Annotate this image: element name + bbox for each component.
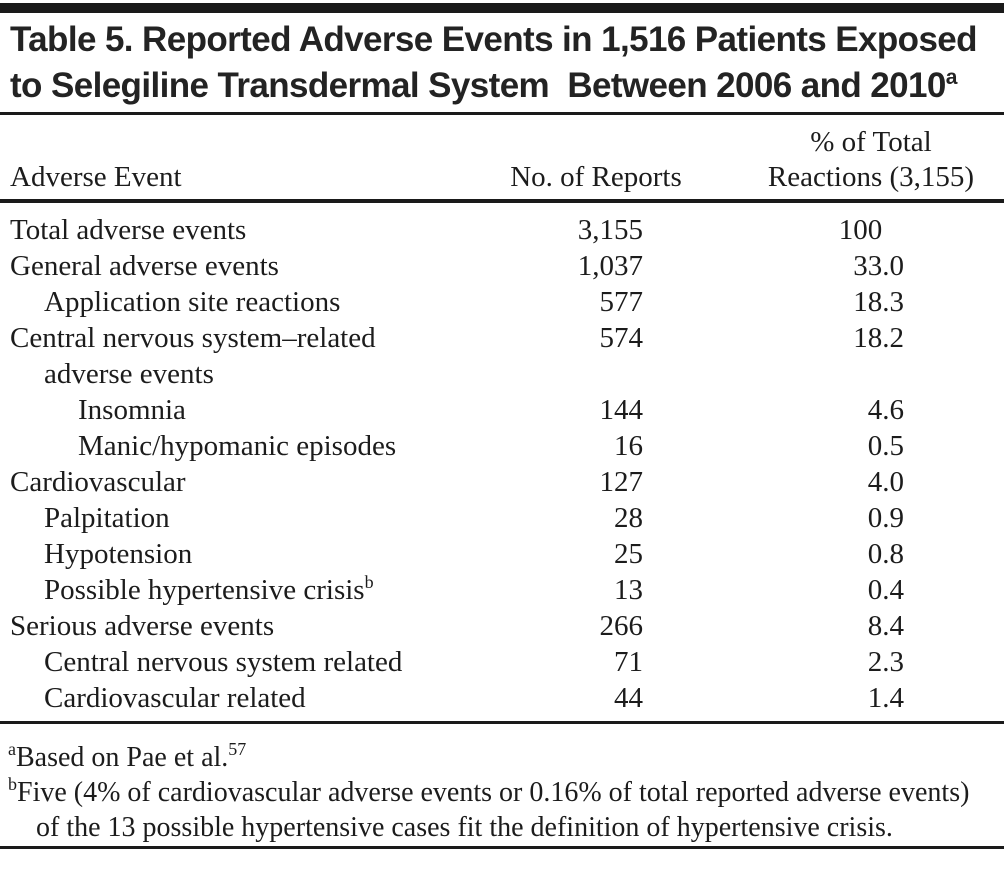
footnote-a: aBased on Pae et al.57 <box>8 740 996 775</box>
table-row: Central nervous system related 71 2.3 <box>0 644 1004 680</box>
table-title-footnote-marker: a <box>945 66 958 89</box>
no-of-reports-cell: 574 <box>599 322 644 354</box>
no-of-reports-cell: 25 <box>614 538 643 570</box>
no-of-reports-cell: 3,155 <box>577 214 643 246</box>
adverse-event-cell: Insomnia <box>0 392 500 428</box>
adverse-event-cell: Serious adverse events <box>0 608 500 644</box>
adverse-event-label: Central nervous system–related <box>10 322 376 354</box>
adverse-event-label: Insomnia <box>78 394 186 426</box>
footnote-b-text: Five (4% of cardiovascular adverse event… <box>17 777 970 843</box>
adverse-event-cell: Hypotension <box>0 536 500 572</box>
adverse-event-cell: Cardiovascular related <box>0 680 500 716</box>
column-header-pct-line1: % of Total <box>810 126 932 158</box>
pct-of-total-cell: 2.3 <box>867 646 904 678</box>
no-of-reports-cell: 577 <box>599 286 644 318</box>
pct-of-total-cell: 0.8 <box>867 538 904 570</box>
adverse-event-cell: General adverse events <box>0 248 500 284</box>
footnote-b: bFive (4% of cardiovascular adverse even… <box>8 775 996 845</box>
column-header-adverse-event: Adverse Event <box>10 161 182 193</box>
pct-of-total-cell: 1.4 <box>867 682 904 714</box>
adverse-event-label: Manic/hypomanic episodes <box>78 430 397 462</box>
table-row: Hypotension 25 0.8 <box>0 536 1004 572</box>
adverse-event-cell: Total adverse events <box>0 212 500 248</box>
table-row: General adverse events 1,037 33.0 <box>0 248 1004 284</box>
rule-below-title <box>0 112 1004 115</box>
table-title: Table 5. Reported Adverse Events in 1,51… <box>0 13 1004 112</box>
no-of-reports-cell: 127 <box>599 466 644 498</box>
adverse-event-label: Cardiovascular related <box>44 682 306 714</box>
rule-below-body <box>0 721 1004 724</box>
no-of-reports-cell: 16 <box>614 430 643 462</box>
adverse-event-label: Cardiovascular <box>10 466 186 498</box>
table-top-bar <box>0 3 1004 13</box>
pct-of-total-cell: 8.4 <box>867 610 904 642</box>
table-title-line1: Table 5. Reported Adverse Events in 1,51… <box>10 20 978 59</box>
adverse-event-label: Possible hypertensive crisis <box>44 574 365 606</box>
row-footnote-marker: b <box>364 572 374 592</box>
adverse-event-cell: Possible hypertensive crisisb <box>0 572 500 608</box>
pct-of-total-cell: 18.3 <box>853 286 904 318</box>
table-header-row: Adverse Event No. of Reports % of Total … <box>0 115 1004 199</box>
adverse-event-cell: Application site reactions <box>0 284 500 320</box>
pct-of-total-cell: 0.5 <box>867 430 904 462</box>
column-header-no-of-reports: No. of Reports <box>510 161 682 193</box>
pct-of-total-cell: 18.2 <box>853 322 904 354</box>
adverse-event-label: Palpitation <box>44 502 170 534</box>
footnote-a-reference-number: 57 <box>228 739 247 759</box>
adverse-event-label: Hypotension <box>44 538 193 570</box>
table-row: Possible hypertensive crisisb 13 0.4 <box>0 572 1004 608</box>
rule-below-header <box>0 199 1004 203</box>
table-row: Application site reactions 577 18.3 <box>0 284 1004 320</box>
table-title-line2: to Selegiline Transdermal System Between… <box>10 66 946 105</box>
table-row: Cardiovascular 127 4.0 <box>0 464 1004 500</box>
adverse-event-label: Serious adverse events <box>10 610 275 642</box>
table-row: Insomnia 144 4.6 <box>0 392 1004 428</box>
table-row: Serious adverse events 266 8.4 <box>0 608 1004 644</box>
no-of-reports-cell: 266 <box>599 610 644 642</box>
no-of-reports-cell: 13 <box>614 574 643 606</box>
pct-of-total-cell: 4.0 <box>867 466 904 498</box>
adverse-event-label: Total adverse events <box>10 214 247 246</box>
footnote-b-marker: b <box>8 774 17 794</box>
no-of-reports-cell: 44 <box>614 682 643 714</box>
adverse-event-label-continuation: adverse events <box>44 358 214 390</box>
pct-of-total-cell: 100.0 <box>838 214 883 246</box>
no-of-reports-cell: 28 <box>614 502 643 534</box>
adverse-event-label: Central nervous system related <box>44 646 403 678</box>
adverse-event-label: General adverse events <box>10 250 279 282</box>
column-header-pct-of-total: % of Total Reactions (3,155) <box>746 125 996 195</box>
adverse-event-label: Application site reactions <box>44 286 341 318</box>
column-header-pct-line2: Reactions (3,155) <box>767 161 975 193</box>
table-row: Palpitation 28 0.9 <box>0 500 1004 536</box>
footnotes-block: aBased on Pae et al.57 bFive (4% of card… <box>0 724 1004 846</box>
adverse-event-cell: Central nervous system–related adverse ev… <box>0 320 500 392</box>
no-of-reports-cell: 144 <box>599 394 644 426</box>
no-of-reports-cell: 71 <box>614 646 643 678</box>
adverse-event-cell: Palpitation <box>0 500 500 536</box>
footnote-a-text: Based on Pae et al. <box>16 742 229 773</box>
table-row: Cardiovascular related 44 1.4 <box>0 680 1004 716</box>
pct-of-total-cell: 4.6 <box>867 394 904 426</box>
pct-of-total-cell: 0.4 <box>867 574 904 606</box>
adverse-event-cell: Central nervous system related <box>0 644 500 680</box>
table-row: Central nervous system–related adverse ev… <box>0 320 1004 392</box>
pct-of-total-cell: 33.0 <box>853 250 904 282</box>
no-of-reports-cell: 1,037 <box>577 250 643 282</box>
adverse-event-cell: Manic/hypomanic episodes <box>0 428 500 464</box>
table-body: Total adverse events 3,155 100.0 General… <box>0 203 1004 721</box>
footnote-a-marker: a <box>8 739 16 759</box>
adverse-event-cell: Cardiovascular <box>0 464 500 500</box>
table-row: Total adverse events 3,155 100.0 <box>0 212 1004 248</box>
pct-of-total-cell: 0.9 <box>867 502 904 534</box>
table-row: Manic/hypomanic episodes 16 0.5 <box>0 428 1004 464</box>
rule-bottom <box>0 846 1004 849</box>
